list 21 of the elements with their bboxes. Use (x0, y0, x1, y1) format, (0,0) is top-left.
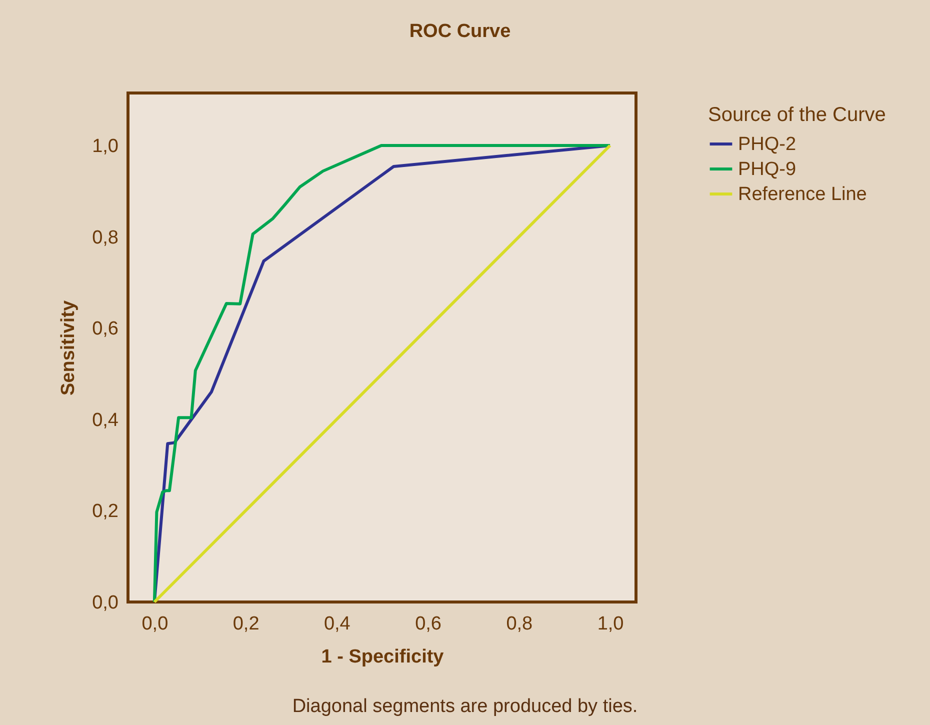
y-tick-label: 0,4 (92, 410, 119, 431)
text: Diagonal segments are produced by ties. (291, 696, 639, 718)
x-axis-title: 1 - Specificity (321, 646, 444, 668)
y-tick-label: 0,8 (92, 227, 118, 248)
y-tick-label: 0,6 (92, 318, 118, 340)
chart-title: ROC Curve (409, 21, 511, 42)
legend-label: Reference Line (738, 184, 867, 205)
line-series (152, 144, 612, 604)
x-tick-label: 0,4 (324, 614, 351, 634)
x-tick-label: 0,8 (506, 614, 533, 634)
legend-label: PHQ-9 (738, 159, 796, 180)
legend-label: PHQ-2 (738, 134, 796, 155)
y-tick-label: 0,2 (92, 501, 118, 522)
x-tick-label: 0,2 (232, 614, 260, 634)
y-axis-title: Sensitivity (58, 300, 80, 396)
y-tick-label: 0,0 (92, 592, 118, 614)
x-tick-label: 1,0 (597, 614, 624, 634)
y-tick-label: 1,0 (92, 136, 118, 157)
legend-title: Source of the Curve (708, 104, 886, 126)
x-tick-label: 0,0 (142, 614, 168, 634)
x-tick-label: 0,6 (415, 614, 442, 634)
